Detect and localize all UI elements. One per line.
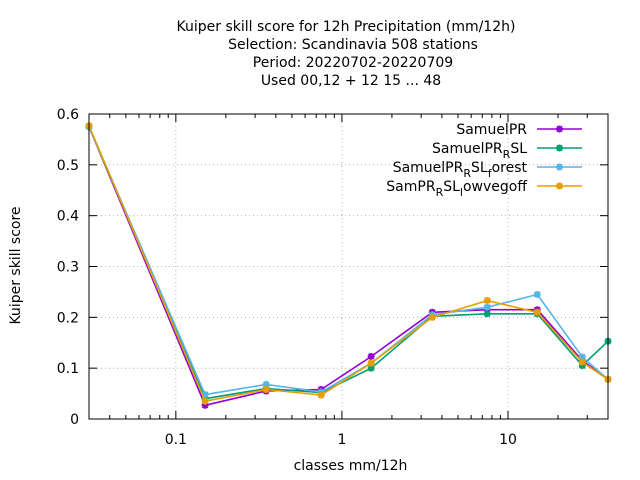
series-SamuelPR_RSL <box>85 123 612 403</box>
data-point <box>201 391 209 399</box>
x-tick-label: 10 <box>499 432 517 448</box>
data-point <box>483 297 491 305</box>
y-tick-label: 0.3 <box>57 260 79 276</box>
title-line: Used 00,12 + 12 15 ... 48 <box>261 73 441 89</box>
y-tick-label: 0.4 <box>57 209 79 225</box>
data-point <box>556 182 563 190</box>
legend-label-part: R <box>436 186 444 199</box>
y-tick-label: 0 <box>70 412 79 428</box>
series-line <box>88 126 609 407</box>
x-axis-label: classes mm/12h <box>294 458 408 474</box>
legend-label: SamuelPR <box>456 122 527 138</box>
data-point <box>578 362 586 370</box>
data-point <box>556 125 563 133</box>
y-tick-label: 0.6 <box>57 107 79 123</box>
legend-label-part: R <box>503 148 511 161</box>
data-point <box>533 290 541 298</box>
legend-label-part: SamPR <box>386 179 436 195</box>
data-point <box>201 397 209 405</box>
legend-label-part: SamuelPR <box>456 122 527 138</box>
data-point <box>262 380 270 388</box>
x-tick-label: 0.1 <box>165 432 187 448</box>
legend-label: SamuelPRRSLforest <box>393 160 528 180</box>
title-line: Selection: Scandinavia 508 stations <box>228 37 478 53</box>
data-point <box>367 352 375 360</box>
data-point <box>262 386 270 394</box>
data-point <box>367 359 375 367</box>
data-point <box>428 313 436 321</box>
data-point <box>367 364 375 372</box>
legend-label-part: SamuelPR <box>393 160 464 176</box>
series-line <box>88 125 609 403</box>
legend-label-part: orest <box>492 160 528 176</box>
y-tick-label: 0.1 <box>57 361 79 377</box>
series-line <box>88 126 609 400</box>
axis-ticks: 0 0.1 0.2 0.3 0.4 0.5 0.6 0.1 1 10 <box>57 107 608 448</box>
data-point <box>483 310 491 318</box>
data-point <box>578 353 586 361</box>
title-line: Kuiper skill score for 12h Precipitation… <box>177 19 516 35</box>
series-SamuelPR <box>85 123 612 409</box>
legend-label-part: SL <box>443 179 460 195</box>
chart-title: Kuiper skill score for 12h Precipitation… <box>177 19 516 89</box>
series-SamPR_RSL_lowvegoff <box>85 122 612 405</box>
grid-lines <box>89 114 608 419</box>
legend-label-part: SamuelPR <box>432 141 503 157</box>
data-point <box>483 303 491 311</box>
legend-label-part: l <box>460 186 463 199</box>
data-point <box>578 358 586 366</box>
legend-label-part: f <box>488 167 493 180</box>
y-axis-label: Kuiper skill score <box>8 206 24 324</box>
legend: SamuelPRSamuelPRRSLSamuelPRRSLforestSamP… <box>386 122 582 199</box>
legend-label-part: SL <box>471 160 488 176</box>
legend-label: SamPRRSLlowvegoff <box>386 179 527 199</box>
data-point <box>556 163 563 171</box>
data-point <box>556 144 563 152</box>
legend-label-part: SL <box>510 141 527 157</box>
legend-label-part: R <box>463 167 471 180</box>
y-tick-label: 0.5 <box>57 158 79 174</box>
y-tick-label: 0.2 <box>57 310 79 326</box>
plot-frame <box>88 113 609 420</box>
title-line: Period: 20220702-20220709 <box>253 55 453 71</box>
series-lines <box>85 122 612 409</box>
x-tick-label: 1 <box>337 432 346 448</box>
legend-label: SamuelPRRSL <box>432 141 527 161</box>
data-point <box>533 308 541 316</box>
data-point <box>317 391 325 399</box>
data-point <box>201 401 209 409</box>
legend-label-part: owvegoff <box>463 179 527 195</box>
series-SamuelPR_RSL_forest <box>85 123 612 399</box>
series-line <box>88 126 609 396</box>
